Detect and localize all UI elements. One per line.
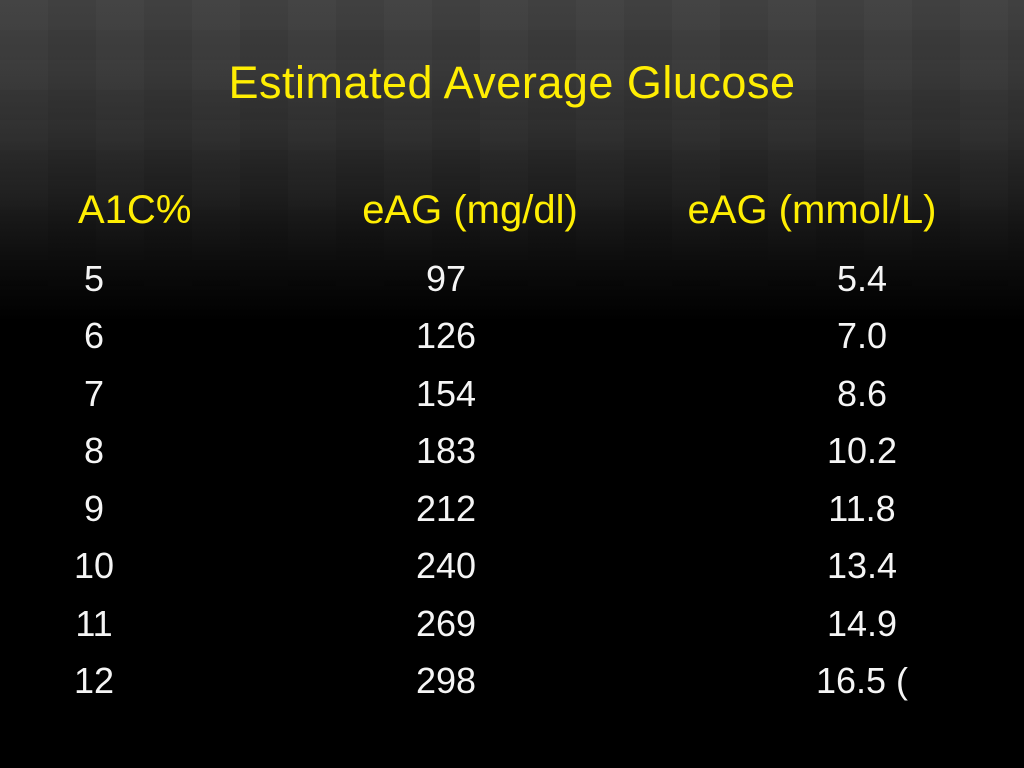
table-row: 10 240 13.4: [60, 538, 964, 596]
a1c-value: 7: [83, 372, 105, 414]
cell-a1c: 7: [60, 372, 260, 414]
cell-eag-mgdl: 183: [415, 430, 477, 472]
cell-a1c: 10: [60, 548, 260, 584]
a1c-value: 11: [75, 602, 113, 644]
cell-a1c: 12: [60, 663, 260, 699]
cell-eag-mgdl: 97: [425, 257, 467, 299]
col-header-eag-mgdl: eAG (mg/dl): [362, 188, 578, 232]
glucose-table: A1C% eAG (mg/dl) eAG (mmol/L) 5 97 5.4 6…: [60, 185, 964, 710]
cell-a1c: 6: [60, 318, 260, 354]
cell-eag-mmol: 11.8: [828, 487, 896, 529]
table-row: 5 97 5.4: [60, 250, 964, 308]
cell-eag-mmol: 13.4: [826, 545, 898, 587]
table-row: 7 154 8.6: [60, 365, 964, 423]
col-header-a1c: A1C%: [78, 188, 192, 232]
table-row: 12 298 16.5 (: [60, 653, 964, 711]
table-row: 6 126 7.0: [60, 308, 964, 366]
slide-title: Estimated Average Glucose: [228, 57, 796, 108]
table-header-row: A1C% eAG (mg/dl) eAG (mmol/L): [60, 185, 964, 235]
cell-eag-mmol: 16.5 (: [815, 660, 909, 702]
a1c-value: 9: [83, 487, 105, 529]
cell-eag-mgdl: 298: [415, 660, 477, 702]
cell-eag-mgdl: 212: [415, 487, 477, 529]
a1c-value: 5: [83, 257, 105, 299]
table-row: 9 212 11.8: [60, 480, 964, 538]
a1c-value: 12: [73, 660, 115, 702]
cell-eag-mmol: 7.0: [836, 315, 888, 357]
a1c-value: 6: [83, 315, 105, 357]
cell-eag-mmol: 8.6: [836, 372, 888, 414]
col-header-eag-mmol: eAG (mmol/L): [687, 188, 937, 232]
slide-background-texture: [0, 0, 1024, 300]
cell-eag-mgdl: 126: [415, 315, 477, 357]
cell-a1c: 11: [60, 602, 260, 644]
cell-eag-mgdl: 240: [415, 545, 477, 587]
cell-eag-mgdl: 154: [415, 372, 477, 414]
a1c-value: 10: [73, 545, 115, 587]
a1c-value: 8: [83, 430, 105, 472]
cell-eag-mmol: 10.2: [826, 430, 898, 472]
cell-eag-mmol: 5.4: [836, 257, 888, 299]
cell-a1c: 9: [60, 487, 260, 529]
cell-eag-mgdl: 269: [415, 602, 477, 644]
cell-a1c: 8: [60, 433, 260, 469]
cell-a1c: 5: [60, 257, 260, 299]
cell-eag-mmol: 14.9: [826, 602, 898, 644]
table-row: 8 183 10.2: [60, 423, 964, 481]
table-row: 11 269 14.9: [60, 595, 964, 653]
